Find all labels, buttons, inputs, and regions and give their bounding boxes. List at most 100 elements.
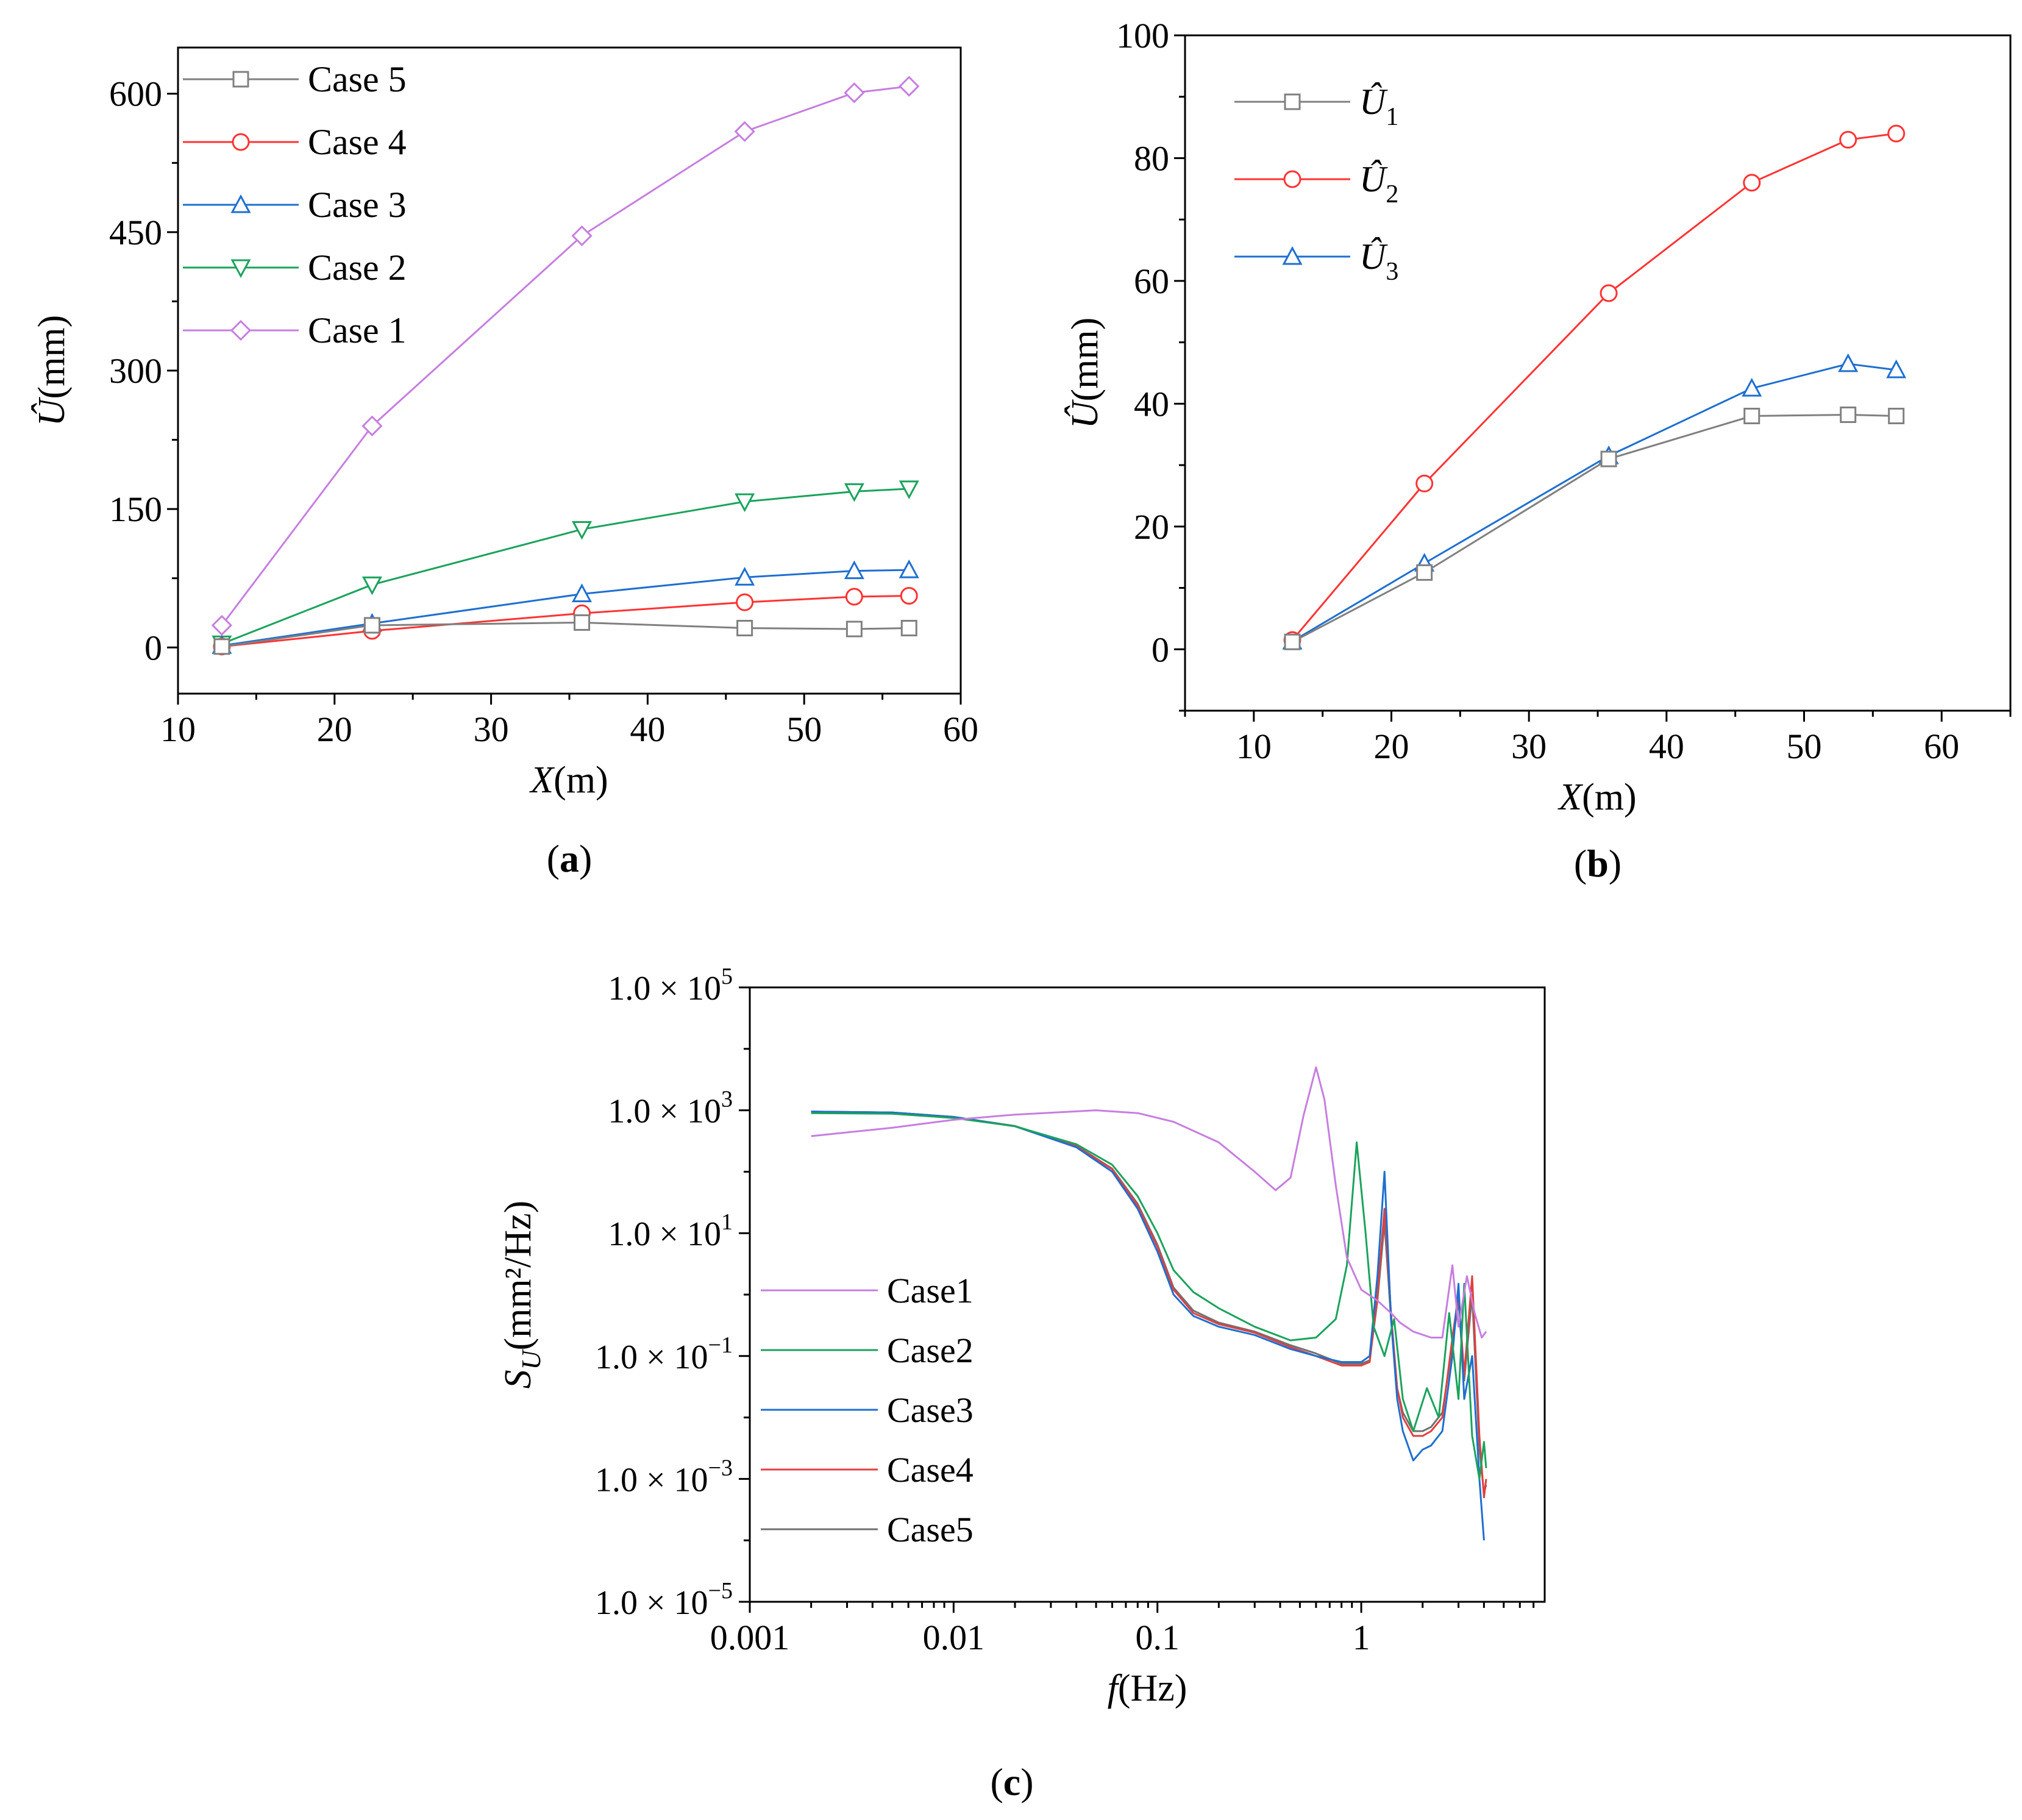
y-tick-exponent: −1: [708, 1332, 733, 1358]
legend-var: Û: [1359, 159, 1388, 199]
y-tick-label: 1.0 × 10−3: [595, 1455, 733, 1499]
legend-text: Case 5: [308, 59, 407, 99]
series-line: [221, 594, 910, 648]
data-point: [1600, 284, 1618, 302]
series--1: [1284, 406, 1905, 650]
data-point: [899, 559, 919, 578]
legend-marker: [230, 319, 252, 341]
x-axis-unit: (m): [554, 759, 608, 801]
y-axis-unit: (mm²/Hz): [497, 1201, 539, 1351]
series--2: [1283, 124, 1906, 649]
panel-paren: (: [1574, 842, 1587, 885]
legend-marker: [232, 71, 249, 88]
y-axis-label: Û(mm): [1064, 318, 1106, 429]
x-axis-label: X(m): [1557, 777, 1636, 818]
series-line: [221, 621, 910, 648]
y-tick-label: 1.0 × 10−5: [595, 1578, 733, 1622]
legend-label: Case 3: [308, 185, 407, 225]
x-tick-label: 0.1: [1135, 1618, 1180, 1657]
legend-item: Case 1: [183, 310, 407, 350]
data-point: [1743, 174, 1761, 192]
data-point: [1284, 633, 1301, 650]
data-point: [735, 567, 755, 586]
x-tick-label: 20: [1374, 727, 1409, 766]
y-tick-label: 450: [109, 213, 162, 252]
legend-label: Case 2: [308, 247, 407, 288]
series-group: [811, 1066, 1487, 1541]
legend-item: Case1: [761, 1271, 974, 1310]
data-point: [1742, 378, 1762, 397]
legend-item: Case 5: [183, 59, 407, 99]
data-point: [736, 619, 753, 636]
legend-marker: [1282, 246, 1303, 265]
legend-marker: [232, 133, 250, 151]
x-axis-label: f(Hz): [1108, 1668, 1187, 1709]
y-axis-label: SU(mm²/Hz): [497, 1201, 546, 1389]
data-point: [213, 638, 230, 655]
legend-item: Case2: [761, 1331, 974, 1370]
panel-letter: b: [1587, 842, 1609, 885]
y-tick-label: 0: [1152, 630, 1169, 669]
legend-marker: [230, 194, 251, 213]
panel-paren: ): [1020, 1760, 1033, 1804]
series-case2-line: [811, 1112, 1487, 1480]
legend-marker: [230, 259, 251, 279]
series-line: [221, 488, 910, 645]
data-point: [900, 619, 917, 636]
y-tick-label: 1.0 × 101: [608, 1209, 733, 1253]
legend-item: Case 4: [183, 122, 407, 162]
legend-item: Case 3: [183, 185, 407, 225]
data-point: [844, 82, 865, 104]
legend-label: Û3: [1359, 236, 1398, 286]
legend-text: Case 4: [308, 122, 407, 162]
data-point: [572, 521, 593, 540]
data-point: [1838, 353, 1859, 372]
plot-frame: [1184, 34, 2012, 712]
x-tick-label: 60: [1924, 727, 1959, 766]
y-tick-exponent: 5: [721, 964, 733, 989]
panel-letter: c: [1003, 1760, 1020, 1804]
x-tick-label: 10: [1236, 727, 1272, 766]
data-point: [1886, 359, 1907, 379]
y-tick-exponent: 1: [721, 1209, 733, 1235]
panel-paren: ): [1609, 842, 1622, 885]
data-point: [211, 614, 233, 636]
panel-paren: (: [547, 837, 560, 880]
data-point: [361, 576, 382, 595]
y-tick-label: 0: [144, 628, 162, 667]
legend-label: Case 5: [308, 59, 407, 99]
panel-label: (b): [1574, 842, 1622, 885]
legend-label: Case3: [887, 1390, 974, 1430]
series-case-3: [212, 559, 919, 654]
y-tick-label: 60: [1134, 261, 1169, 301]
panel-label: (c): [990, 1760, 1033, 1804]
legend-text: Case 1: [308, 310, 407, 350]
legend-label: Case5: [887, 1510, 974, 1549]
x-tick-label: 20: [317, 709, 352, 749]
data-point: [1600, 450, 1617, 467]
y-tick-exponent: −5: [708, 1578, 733, 1604]
legend-subscript: 1: [1386, 103, 1398, 131]
legend-text: Case 2: [308, 247, 407, 288]
data-point: [845, 588, 863, 606]
x-tick-label: 10: [160, 709, 196, 749]
y-tick-label: 20: [1134, 507, 1169, 547]
legend-var: Û: [1359, 236, 1388, 277]
y-tick-mantissa: 1.0 × 10: [608, 1093, 721, 1131]
y-tick-label: 80: [1134, 138, 1169, 178]
y-tick-label: 150: [109, 489, 162, 529]
series-line: [221, 85, 910, 626]
x-tick-label: 30: [1511, 727, 1547, 766]
legend-item: Û3: [1234, 236, 1398, 286]
legend-subscript: 2: [1386, 180, 1398, 208]
series-case-5: [213, 614, 917, 655]
y-tick-mantissa: 1.0 × 10: [595, 1584, 708, 1622]
legend-label: Case4: [887, 1450, 974, 1490]
data-point: [900, 586, 918, 605]
y-axis-unit: (mm): [1064, 318, 1106, 402]
data-point: [571, 225, 593, 247]
panel-letter: a: [560, 837, 579, 880]
panel-label: (a): [547, 837, 593, 880]
y-tick-label: 1.0 × 10−1: [595, 1332, 733, 1376]
